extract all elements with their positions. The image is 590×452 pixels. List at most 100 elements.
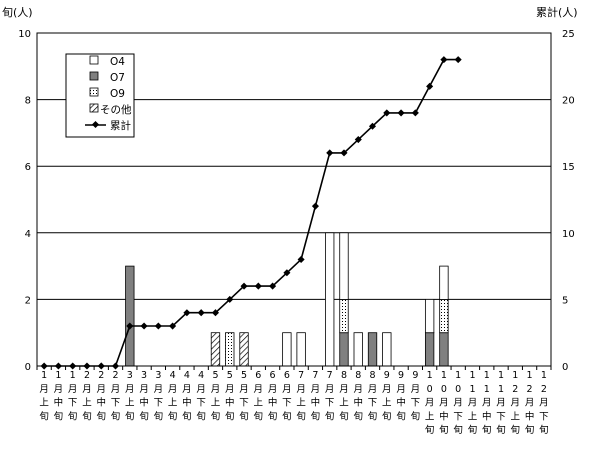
x-category-char: 下 (68, 398, 78, 409)
x-category-label: 1 1 月中旬 (482, 370, 492, 436)
x-category-char: 旬 (125, 410, 135, 422)
x-category-label: 1 月下旬 (68, 370, 78, 422)
y-right-tick-label: 25 (562, 29, 575, 40)
x-category-label: 7 月中旬 (311, 370, 321, 422)
x-category-char: 中 (482, 410, 492, 422)
bar-segment (367, 332, 378, 367)
x-category-char: 月 (311, 384, 321, 395)
x-category-char: 9 (398, 370, 404, 381)
x-category-label: 7 月上旬 (296, 370, 306, 422)
x-category-char: 旬 (382, 410, 392, 422)
legend-swatch-o9 (89, 87, 99, 97)
x-category-char: 0 (441, 384, 447, 395)
x-category-label: 5 月上旬 (211, 370, 221, 422)
cumulative-point (211, 309, 220, 317)
x-category-char: 5 (241, 370, 247, 381)
x-category-char: 下 (154, 398, 164, 409)
x-category-char: 月 (139, 384, 149, 395)
x-category-char: 2 (541, 384, 547, 395)
x-category-char: 1 (455, 370, 461, 381)
legend-label-other: その他 (100, 103, 132, 116)
x-category-char: 4 (184, 370, 190, 381)
legend-box (65, 53, 135, 138)
x-category-label: 8 月中旬 (353, 370, 363, 422)
bar-segment (239, 332, 249, 367)
x-category-char: 月 (453, 398, 463, 409)
x-category-char: 上 (125, 398, 135, 409)
x-category-label: 2 月下旬 (111, 370, 121, 422)
x-category-char: 上 (211, 398, 221, 409)
x-category-char: 上 (39, 398, 49, 409)
x-category-char: 1 (498, 384, 504, 395)
x-category-char: 月 (211, 384, 221, 395)
x-category-char: 月 (482, 398, 492, 409)
x-category-char: 旬 (511, 424, 521, 436)
cumulative-point (126, 322, 134, 330)
x-category-char: 旬 (239, 410, 249, 422)
x-category-char: 中 (182, 397, 192, 409)
x-category-char: 中 (268, 397, 278, 409)
x-category-char: 旬 (482, 424, 492, 436)
cumulative-point (140, 322, 148, 330)
bar-segment (339, 298, 349, 334)
x-category-char: 3 (141, 370, 147, 381)
x-category-char: 下 (196, 398, 206, 409)
x-category-char: 8 (370, 370, 376, 381)
x-category-char: 月 (196, 384, 206, 395)
bar-segment (382, 332, 392, 367)
x-category-char: 4 (170, 370, 176, 381)
x-category-char: 旬 (68, 410, 78, 422)
x-category-char: 月 (96, 384, 106, 395)
y-left-axis-title: 旬(人) (2, 6, 33, 19)
x-category-char: 月 (54, 384, 64, 395)
x-category-char: 中 (396, 397, 406, 409)
x-category-label: 3 月下旬 (154, 370, 164, 422)
x-category-char: 旬 (296, 410, 306, 422)
x-category-char: 旬 (139, 410, 149, 422)
x-category-char: 2 (512, 384, 518, 395)
x-category-char: 6 (284, 370, 290, 381)
x-category-char: 旬 (311, 410, 321, 422)
bar-segment (439, 332, 449, 367)
legend: O4 O7 O9 その他 累計 (65, 53, 135, 138)
bar-segment (439, 265, 449, 300)
cumulative-point (283, 269, 291, 277)
y-right-tick-label: 20 (562, 96, 575, 107)
x-category-char: 旬 (353, 410, 363, 422)
cumulative-point (154, 322, 162, 330)
x-category-label: 1 0 月中旬 (439, 370, 449, 436)
x-category-char: 旬 (254, 410, 264, 422)
x-category-char: 1 (484, 384, 490, 395)
x-category-char: 下 (539, 411, 549, 422)
x-category-char: 6 (270, 370, 276, 381)
x-category-char: 月 (525, 398, 535, 409)
x-category-char: 月 (182, 384, 192, 395)
legend-swatch-other (89, 103, 99, 113)
bar-segment (424, 332, 435, 367)
x-category-char: 下 (453, 411, 463, 422)
cumulative-point (69, 362, 77, 370)
x-category-char: 6 (255, 370, 261, 381)
x-category-char: 3 (155, 370, 161, 381)
x-category-char: 7 (312, 370, 318, 381)
x-category-label: 8 月下旬 (368, 370, 378, 422)
x-category-char: 月 (296, 384, 306, 395)
x-category-label: 5 月下旬 (239, 370, 249, 422)
x-category-char: 月 (239, 384, 249, 395)
cumulative-point (54, 362, 62, 370)
bar-segment (424, 298, 435, 334)
x-category-label: 2 月中旬 (96, 370, 106, 422)
legend-label-o7: O7 (110, 72, 125, 84)
x-category-char: 旬 (225, 410, 235, 422)
x-category-char: 旬 (82, 410, 92, 422)
x-category-char: 旬 (496, 424, 506, 436)
cumulative-point (340, 149, 348, 157)
x-category-char: 1 (498, 370, 504, 381)
x-category-char: 旬 (325, 410, 335, 422)
bar-segment (125, 265, 135, 367)
cumulative-point (97, 362, 105, 370)
x-category-char: 旬 (196, 410, 206, 422)
x-category-char: 9 (384, 370, 390, 381)
x-category-label: 7 月下旬 (325, 370, 335, 422)
